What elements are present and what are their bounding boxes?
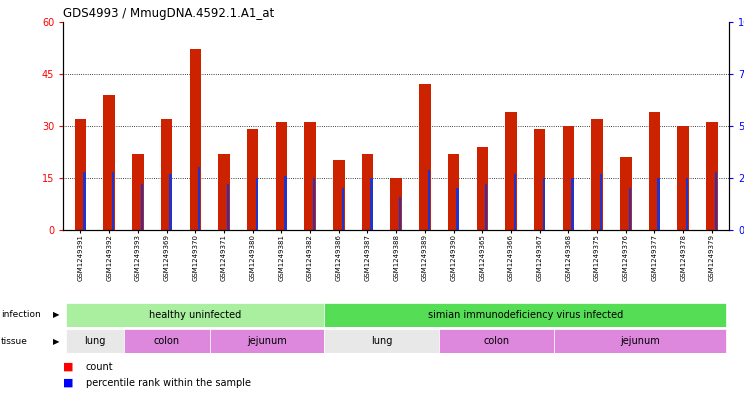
Text: ▶: ▶	[53, 310, 60, 319]
Bar	[170, 174, 172, 230]
Bar	[227, 184, 229, 230]
Text: lung: lung	[371, 336, 393, 346]
Text: infection: infection	[1, 310, 40, 319]
Bar	[190, 50, 201, 230]
Bar	[600, 174, 602, 230]
Bar	[66, 303, 324, 327]
Text: jejunum: jejunum	[620, 336, 660, 346]
Bar	[341, 188, 344, 230]
Bar	[198, 167, 200, 230]
Bar	[715, 172, 717, 230]
Bar	[304, 122, 315, 230]
Bar	[591, 119, 603, 230]
Bar	[362, 154, 373, 230]
Bar	[457, 188, 459, 230]
Bar	[324, 303, 726, 327]
Bar	[514, 174, 516, 230]
Bar	[448, 154, 459, 230]
Bar	[391, 178, 402, 230]
Bar	[485, 184, 487, 230]
Bar	[284, 176, 286, 230]
Bar	[218, 154, 230, 230]
Bar	[562, 126, 574, 230]
Text: simian immunodeficiency virus infected: simian immunodeficiency virus infected	[428, 310, 623, 320]
Text: ▶: ▶	[53, 337, 60, 345]
Text: ■: ■	[63, 362, 74, 372]
Bar	[419, 84, 431, 230]
Bar	[324, 329, 439, 353]
Bar	[112, 172, 115, 230]
Bar	[371, 178, 373, 230]
Text: jejunum: jejunum	[247, 336, 287, 346]
Bar	[686, 178, 688, 230]
Bar	[66, 329, 124, 353]
Bar	[534, 129, 545, 230]
Bar	[649, 112, 660, 230]
Text: GDS4993 / MmugDNA.4592.1.A1_at: GDS4993 / MmugDNA.4592.1.A1_at	[63, 7, 275, 20]
Bar	[275, 122, 287, 230]
Bar	[210, 329, 324, 353]
Bar	[141, 184, 143, 230]
Bar	[74, 119, 86, 230]
Bar	[439, 329, 554, 353]
Bar	[255, 178, 258, 230]
Text: healthy uninfected: healthy uninfected	[149, 310, 241, 320]
Bar	[103, 94, 115, 230]
Bar	[161, 119, 173, 230]
Bar	[571, 178, 574, 230]
Bar	[505, 112, 517, 230]
Text: ■: ■	[63, 378, 74, 388]
Text: percentile rank within the sample: percentile rank within the sample	[86, 378, 251, 388]
Text: colon: colon	[484, 336, 510, 346]
Text: count: count	[86, 362, 113, 372]
Bar	[333, 160, 344, 230]
Bar	[124, 329, 210, 353]
Bar	[399, 196, 401, 230]
Bar	[313, 178, 315, 230]
Bar	[706, 122, 718, 230]
Bar	[658, 178, 660, 230]
Bar	[620, 157, 632, 230]
Bar	[629, 188, 631, 230]
Text: lung: lung	[84, 336, 106, 346]
Bar	[247, 129, 258, 230]
Bar	[132, 154, 144, 230]
Bar	[477, 147, 488, 230]
Text: colon: colon	[153, 336, 179, 346]
Text: tissue: tissue	[1, 337, 28, 345]
Bar	[542, 178, 545, 230]
Bar	[678, 126, 689, 230]
Bar	[554, 329, 726, 353]
Bar	[428, 169, 430, 230]
Bar	[83, 172, 86, 230]
